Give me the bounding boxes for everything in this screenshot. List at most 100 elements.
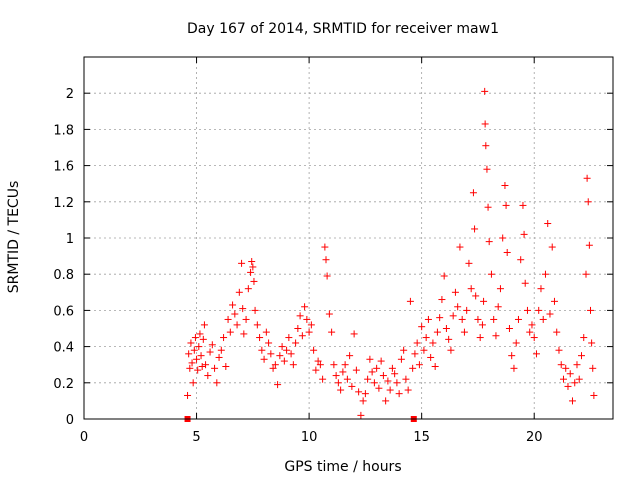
- data-point: [575, 375, 583, 383]
- data-point: [233, 321, 241, 329]
- data-point: [503, 248, 511, 256]
- data-point: [239, 305, 247, 313]
- data-point: [322, 256, 330, 264]
- data-point: [280, 357, 288, 365]
- data-point: [583, 174, 591, 182]
- data-point: [253, 321, 261, 329]
- data-point: [251, 306, 259, 314]
- data-point: [289, 361, 297, 369]
- data-point: [494, 303, 502, 311]
- data-point: [262, 328, 270, 336]
- data-point: [386, 386, 394, 394]
- data-point: [502, 201, 510, 209]
- data-point: [269, 364, 277, 372]
- data-point: [248, 258, 256, 266]
- data-point: [197, 352, 205, 360]
- data-point: [274, 381, 282, 389]
- data-point: [490, 315, 498, 323]
- data-point: [588, 339, 596, 347]
- data-point: [256, 334, 264, 342]
- data-point: [312, 366, 320, 374]
- data-point: [411, 350, 419, 358]
- data-point: [187, 339, 195, 347]
- data-point: [568, 397, 576, 405]
- data-point: [523, 306, 531, 314]
- data-point: [395, 390, 403, 398]
- data-point: [447, 346, 455, 354]
- data-point: [485, 238, 493, 246]
- data-point: [571, 379, 579, 387]
- data-point: [566, 370, 574, 378]
- data-point: [190, 346, 198, 354]
- data-point: [418, 323, 426, 331]
- data-point: [186, 364, 194, 372]
- data-point: [557, 361, 565, 369]
- data-point: [424, 315, 432, 323]
- data-point: [519, 201, 527, 209]
- data-point: [589, 364, 597, 372]
- data-point: [202, 361, 210, 369]
- data-point: [278, 343, 286, 351]
- data-point: [514, 315, 522, 323]
- data-point: [305, 328, 313, 336]
- data-point: [244, 285, 252, 293]
- data-point: [478, 321, 486, 329]
- data-point: [481, 120, 489, 128]
- data-point: [267, 350, 275, 358]
- data-point: [481, 87, 489, 95]
- data-point: [463, 306, 471, 314]
- data-point: [213, 379, 221, 387]
- data-point: [476, 334, 484, 342]
- data-point: [535, 306, 543, 314]
- data-point: [458, 315, 466, 323]
- data-point: [413, 339, 421, 347]
- y-tick-label: 2: [66, 87, 74, 102]
- data-point: [370, 379, 378, 387]
- data-point: [328, 328, 336, 336]
- data-point: [528, 321, 536, 329]
- y-tick-label: 1.8: [53, 123, 74, 138]
- data-point: [361, 390, 369, 398]
- data-point: [224, 315, 232, 323]
- data-point: [440, 272, 448, 280]
- data-point: [204, 372, 212, 380]
- data-point: [379, 372, 387, 380]
- data-point: [271, 361, 279, 369]
- data-point: [532, 350, 540, 358]
- y-tick-label: 0.8: [53, 268, 74, 283]
- data-point: [199, 335, 207, 343]
- data-point: [482, 142, 490, 150]
- data-point: [283, 346, 291, 354]
- data-point: [517, 256, 525, 264]
- data-point: [471, 225, 479, 233]
- data-point: [285, 334, 293, 342]
- data-point: [339, 368, 347, 376]
- data-point: [357, 411, 365, 419]
- data-point: [436, 314, 444, 322]
- data-point: [206, 348, 214, 356]
- data-point: [189, 379, 197, 387]
- data-point: [211, 364, 219, 372]
- ticks: 00.20.40.60.811.21.61.820 5 10 15 20: [53, 56, 613, 445]
- data-point: [460, 328, 468, 336]
- data-point: [217, 346, 225, 354]
- data-point: [240, 330, 248, 338]
- data-point: [229, 301, 237, 309]
- data-point: [303, 315, 311, 323]
- y-tick-label: 0: [66, 413, 74, 428]
- data-point: [526, 328, 534, 336]
- data-point: [195, 343, 203, 351]
- data-point: [564, 382, 572, 390]
- data-point: [188, 359, 196, 367]
- y-axis-label: SRMTID / TECUs: [6, 181, 22, 294]
- data-point: [314, 357, 322, 365]
- data-point: [553, 328, 561, 336]
- data-point: [184, 391, 192, 399]
- data-point: [512, 339, 520, 347]
- data-point: [406, 297, 414, 305]
- data-point: [391, 370, 399, 378]
- y-tick-label: 1.6: [53, 160, 74, 175]
- data-point: [520, 230, 528, 238]
- data-point: [510, 364, 518, 372]
